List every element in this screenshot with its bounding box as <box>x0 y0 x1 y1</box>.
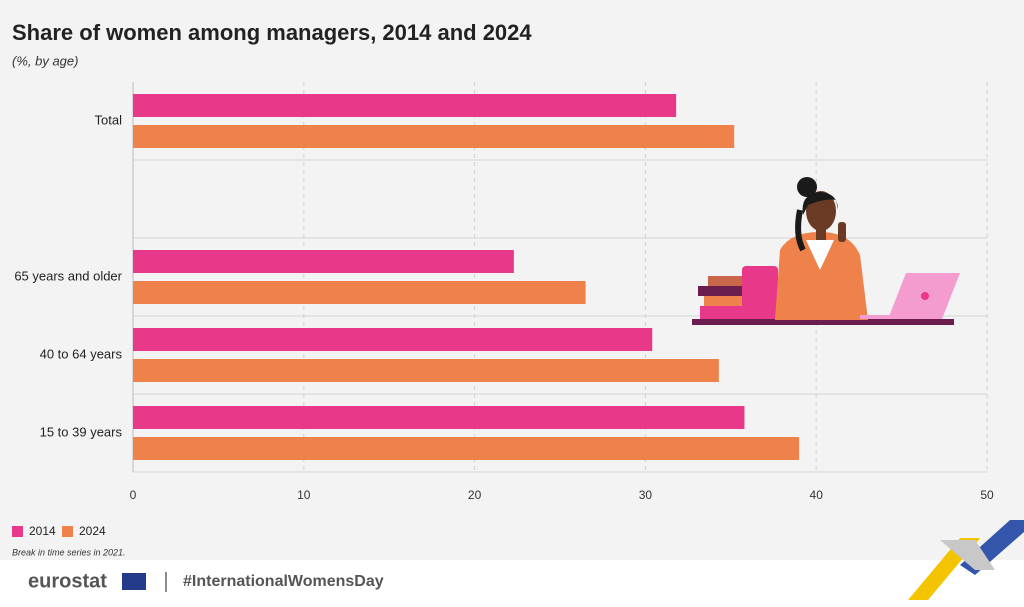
x-tick-label: 0 <box>130 488 137 502</box>
bar <box>133 437 800 460</box>
x-tick-label: 30 <box>639 488 653 502</box>
bar <box>133 359 719 382</box>
decor <box>940 540 995 570</box>
x-tick-label: 10 <box>297 488 311 502</box>
footer-band <box>0 560 1024 602</box>
y-tick-label: 65 years and older <box>14 268 122 283</box>
x-tick-label: 40 <box>810 488 824 502</box>
legend-label: 2024 <box>79 524 106 538</box>
bar <box>133 406 745 429</box>
chart-subtitle: (%, by age) <box>12 53 78 68</box>
y-tick-label: 15 to 39 years <box>40 424 123 439</box>
illustration <box>692 177 960 325</box>
x-tick-label: 50 <box>980 488 994 502</box>
y-tick-label: 40 to 64 years <box>40 346 123 361</box>
legend-swatch <box>62 526 73 537</box>
hashtag: #InternationalWomensDay <box>183 573 384 590</box>
bar <box>133 328 653 351</box>
y-tick-label: Total <box>95 112 123 127</box>
x-tick-label: 20 <box>468 488 482 502</box>
eu-flag <box>122 573 146 590</box>
bar <box>133 125 735 148</box>
plot: 0 10 20 30 40 50 Total 65 years and older 40 to … <box>12 82 994 538</box>
legend-label: 2014 <box>29 524 56 538</box>
bar <box>133 281 586 304</box>
bar <box>133 94 677 117</box>
note: Break in time series in 2021. <box>12 547 126 557</box>
chart-title: Share of women among managers, 2014 and … <box>12 20 532 45</box>
legend-swatch <box>12 526 23 537</box>
bar <box>133 250 514 273</box>
logo: eurostat <box>28 570 107 592</box>
